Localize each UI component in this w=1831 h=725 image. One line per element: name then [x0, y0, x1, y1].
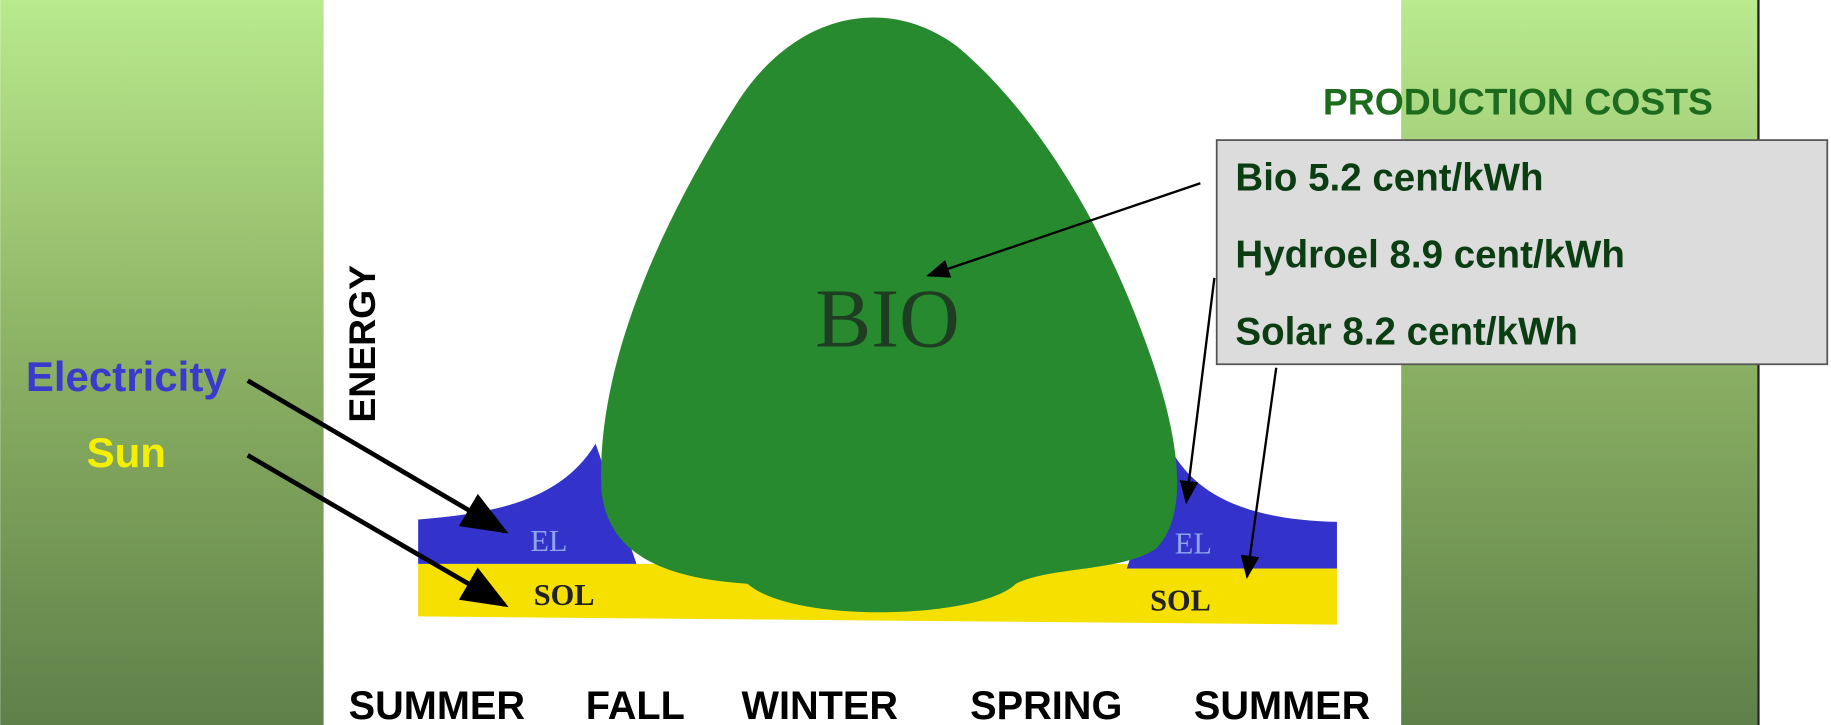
costs-title: PRODUCTION COSTS: [1323, 80, 1713, 122]
arrow: [1240, 367, 1278, 580]
axis-label: ENERGY: [341, 265, 383, 423]
bio-area: [601, 17, 1178, 613]
left-panel: [0, 0, 324, 725]
costs-box: [1215, 139, 1829, 366]
cost-item: Solar 8.2 cent/kWh: [1235, 310, 1577, 353]
sol-label: SOL: [534, 578, 595, 612]
cost-item: Hydroel 8.9 cent/kWh: [1235, 233, 1625, 276]
arrow: [926, 182, 1201, 278]
season-label: SPRING: [970, 684, 1122, 725]
legend-electricity: Electricity: [26, 353, 227, 400]
season-label: SUMMER: [1194, 684, 1370, 725]
el-label: EL: [530, 524, 567, 558]
season-label: WINTER: [742, 684, 899, 725]
arrow: [246, 453, 509, 608]
cost-item: Bio 5.2 cent/kWh: [1235, 156, 1543, 199]
el-label: EL: [1175, 526, 1212, 560]
legend-sun: Sun: [87, 429, 166, 476]
arrow: [246, 378, 509, 534]
season-label: FALL: [586, 684, 685, 725]
arrow: [1179, 277, 1216, 505]
sol-label: SOL: [1150, 584, 1211, 618]
bio-label: BIO: [815, 273, 960, 366]
season-label: SUMMER: [349, 684, 525, 725]
